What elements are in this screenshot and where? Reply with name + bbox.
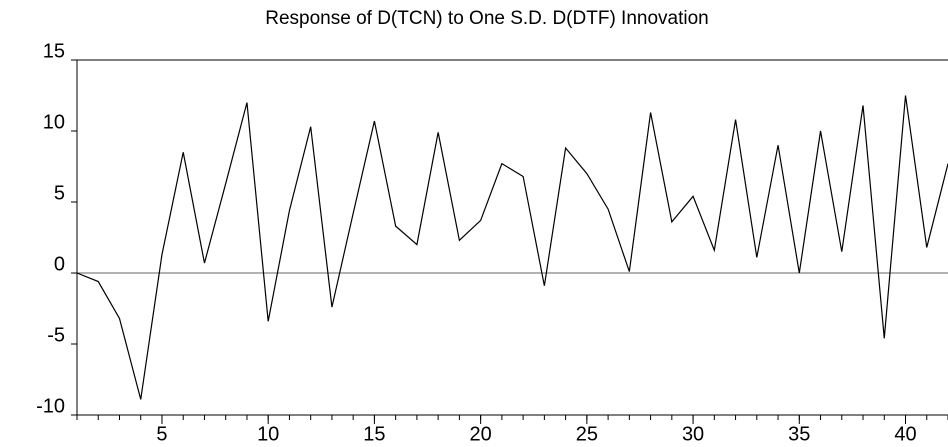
x-tick-label: 20: [470, 423, 492, 445]
y-tick-label: 5: [54, 182, 65, 204]
x-tick-label: 35: [788, 423, 810, 445]
x-tick-label: 40: [894, 423, 916, 445]
response-line: [76, 95, 948, 400]
x-tick-label: 15: [363, 423, 385, 445]
x-tick-label: 5: [156, 423, 167, 445]
y-tick-label: 10: [43, 111, 65, 133]
x-tick-label: 30: [682, 423, 704, 445]
plot-frame: [76, 59, 948, 416]
y-tick-label: 15: [43, 40, 65, 62]
y-tick-label: 0: [54, 253, 65, 275]
chart-title: Response of D(TCN) to One S.D. D(DTF) In…: [265, 8, 708, 29]
x-tick-label: 10: [257, 423, 279, 445]
y-tick-label: -5: [47, 324, 65, 346]
y-tick-label: -10: [36, 395, 65, 417]
x-tick-label: 25: [576, 423, 598, 445]
